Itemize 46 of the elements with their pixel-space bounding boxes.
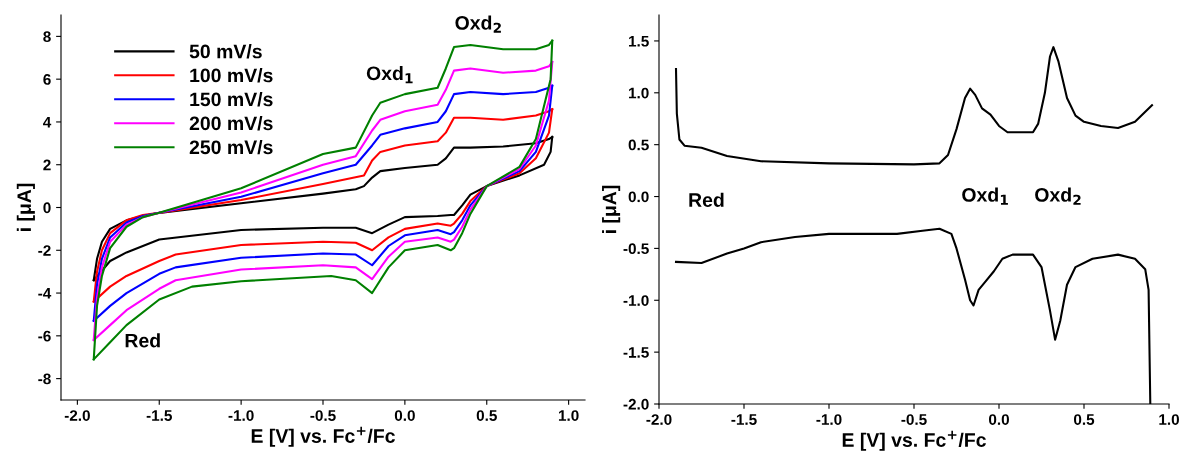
x-tick-label: -2.0 <box>646 414 672 425</box>
y-tick-label: 0 <box>43 202 51 214</box>
x-tick-label: 1.0 <box>558 410 579 421</box>
annotation: Red <box>125 333 160 348</box>
x-tick-label: -2.0 <box>64 410 90 421</box>
y-tick-label: -1.5 <box>623 347 649 358</box>
y-tick-label: 0.0 <box>628 191 649 203</box>
legend-label: 100 mV/s <box>190 68 273 83</box>
legend-label: 50 mV/s <box>189 44 262 59</box>
y-tick-label: 6 <box>43 74 51 85</box>
x-tick-label: 0.0 <box>394 410 415 421</box>
y-tick-label: 4 <box>43 116 52 128</box>
annotation: Red <box>689 192 724 207</box>
annotation: Oxd$_{2}$ <box>1035 187 1081 205</box>
annotation: Oxd$_{1}$ <box>962 187 1008 205</box>
x-tick-label: -1.5 <box>731 414 757 425</box>
x-tick-label: -1.0 <box>816 414 842 425</box>
y-tick-label: -1.0 <box>623 295 649 306</box>
y-tick-label: 0.5 <box>628 139 649 151</box>
y-tick-label: -4 <box>38 288 52 299</box>
x-tick-label: -0.5 <box>901 414 927 425</box>
y-tick-label: 1.5 <box>629 35 649 47</box>
x-axis-title: E [V] vs. Fc$^{+}$/Fc <box>842 430 986 451</box>
legend-label: 250 mV/s <box>189 139 273 155</box>
y-tick-label: -2.0 <box>623 398 649 410</box>
annotation: Oxd$_{1}$ <box>366 65 413 84</box>
x-tick-label: -1.5 <box>146 410 172 421</box>
y-tick-label: -8 <box>38 373 51 385</box>
x-axis-title: E [V] vs. Fc$^{+}$/Fc <box>251 426 395 447</box>
y-tick-label: -0.5 <box>623 243 649 255</box>
y-tick-label: 2 <box>43 159 51 171</box>
y-axis-title: i [μA] <box>602 185 621 233</box>
y-tick-label: 1.0 <box>629 87 649 99</box>
annotation: Oxd$_{2}$ <box>455 15 501 33</box>
y-tick-label: 8 <box>43 31 51 43</box>
x-tick-label: -0.5 <box>310 410 336 421</box>
x-tick-label: 0.0 <box>988 414 1009 425</box>
x-tick-label: -1.0 <box>228 410 254 421</box>
y-axis-title: i [μA] <box>16 183 35 231</box>
y-tick-label: -2 <box>38 245 51 256</box>
x-tick-label: 0.5 <box>1073 414 1095 425</box>
x-tick-label: 0.5 <box>476 410 497 421</box>
legend-label: 150 mV/s <box>190 91 273 107</box>
legend-label: 200 mV/s <box>189 115 273 131</box>
x-tick-label: 1.0 <box>1159 414 1179 425</box>
y-tick-label: -6 <box>38 330 51 342</box>
